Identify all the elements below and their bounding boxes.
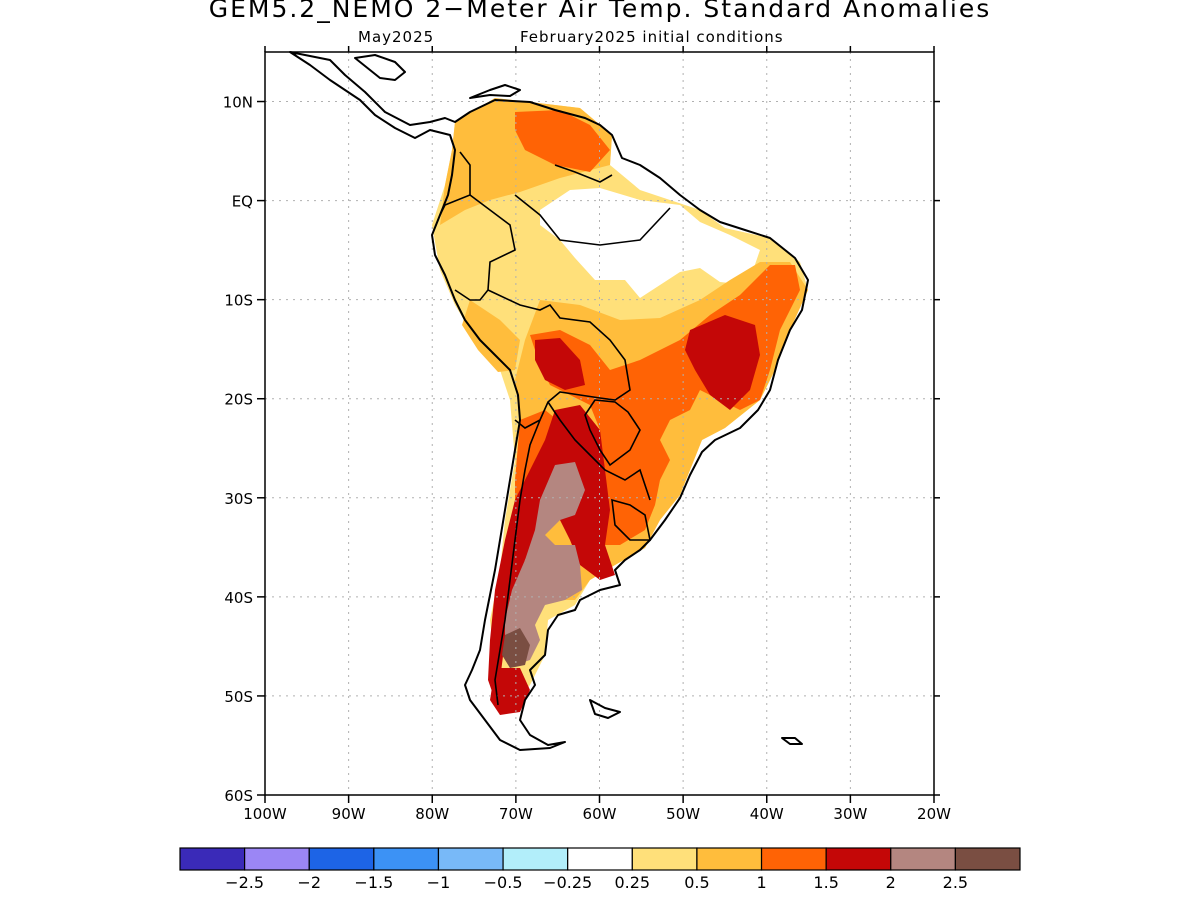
grid-lines: [265, 52, 934, 795]
lat-tick-label: 30S: [224, 490, 253, 508]
lon-tick-label: 100W: [243, 805, 287, 823]
colorbar-label: −1.5: [354, 873, 393, 892]
colorbar-label: 1.5: [813, 873, 838, 892]
lat-tick-label: 10N: [223, 94, 253, 112]
lat-tick-label: 10S: [224, 292, 253, 310]
anomaly-region-white: [540, 188, 760, 298]
colorbar-label: −1: [427, 873, 451, 892]
colorbar-swatch: [890, 847, 956, 871]
anomaly-region-orange: [462, 300, 520, 372]
anomaly-field: [432, 98, 808, 715]
colorbar-label: −2: [297, 873, 321, 892]
colorbar-swatch: [437, 847, 504, 871]
lon-tick-label: 60W: [583, 805, 617, 823]
colorbar-label: 0.5: [684, 873, 709, 892]
colorbar-swatch: [825, 847, 892, 871]
anomaly-region-red: [488, 405, 615, 700]
lat-tick-label: EQ: [232, 193, 253, 211]
lon-tick-label: 90W: [332, 805, 366, 823]
lon-tick-label: 30W: [833, 805, 867, 823]
lat-tick-label: 60S: [224, 787, 253, 805]
anomaly-region-red: [685, 315, 760, 410]
colorbar-swatch: [954, 847, 1021, 871]
colorbar-label: −0.5: [484, 873, 523, 892]
colorbar-label: −0.25: [543, 873, 592, 892]
lon-tick-label: 50W: [666, 805, 700, 823]
lon-tick-label: 20W: [917, 805, 951, 823]
lon-tick-label: 40W: [750, 805, 784, 823]
colorbar-swatch: [244, 847, 310, 871]
colorbar-swatch: [308, 847, 375, 871]
anomaly-region-dark-orange: [515, 110, 610, 172]
colorbar-swatch: [502, 847, 569, 871]
colorbar-label: −2.5: [225, 873, 264, 892]
colorbar-swatch: [567, 847, 633, 871]
forecast-month: May2025: [358, 28, 435, 46]
colorbar-swatch: [631, 847, 698, 871]
anomaly-region-red: [490, 668, 530, 715]
colorbar-swatch: [696, 847, 763, 871]
lon-tick-label: 80W: [415, 805, 449, 823]
country-borders: [439, 151, 671, 706]
colorbar-swatch: [760, 847, 827, 871]
colorbar-label: 2: [886, 873, 896, 892]
colorbar: −2.5 −2 −1.5 −1 −0.5 −0.25 0.25 0.5 1 1.5 2 2.5: [179, 847, 1021, 892]
map-title: GEM5.2_NEMO 2−Meter Air Temp. Standard A…: [208, 0, 992, 23]
initial-conditions: February2025 initial conditions: [520, 28, 784, 46]
colorbar-label: 0.25: [614, 873, 650, 892]
colorbar-label: 2.5: [943, 873, 968, 892]
lat-tick-label: 20S: [224, 391, 253, 409]
lat-tick-label: 40S: [224, 589, 253, 607]
coastline: [289, 51, 809, 751]
colorbar-swatch: [179, 847, 246, 871]
colorbar-swatch: [373, 847, 440, 871]
lon-tick-label: 70W: [499, 805, 533, 823]
colorbar-label: 1: [756, 873, 766, 892]
lat-tick-label: 50S: [224, 688, 253, 706]
anomaly-region-light-brown: [505, 462, 585, 665]
anomaly-region-red: [535, 338, 585, 390]
